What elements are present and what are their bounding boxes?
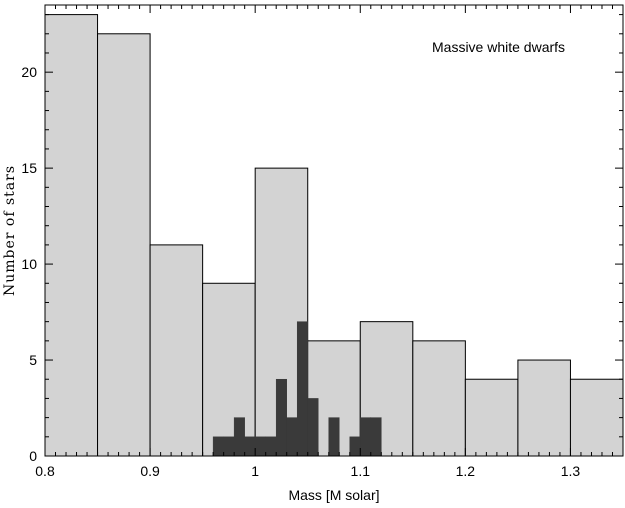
- plot-frame: [44, 4, 624, 457]
- dark-bar-7: [286, 417, 298, 457]
- y-tick-label-0: 0: [29, 448, 37, 464]
- chart-annotation: Massive white dwarfs: [432, 39, 565, 55]
- y-tick-label-2: 10: [21, 256, 37, 272]
- dark-bar-0: [212, 436, 224, 457]
- y-tick-label-4: 20: [21, 64, 37, 80]
- x-tick-labels: 0.8 0.9 1 1.1 1.2 1.3: [35, 463, 580, 479]
- light-bar-2: [149, 244, 204, 457]
- x-tick-label-3: 1.1: [351, 463, 371, 479]
- y-tick-label-3: 15: [21, 160, 37, 176]
- x-axis-label: Mass [M solar]: [288, 487, 379, 503]
- dark-bar-14: [360, 417, 372, 457]
- x-tick-label-2: 1: [251, 463, 259, 479]
- dark-bar-11: [328, 417, 340, 457]
- light-bar-7: [412, 340, 466, 457]
- y-tick-label-1: 5: [29, 352, 37, 368]
- dark-bar-5: [265, 436, 277, 457]
- light-bar-0: [44, 14, 99, 457]
- dark-bar-6: [275, 378, 287, 457]
- light-bar-9: [517, 359, 571, 457]
- dark-bar-15: [370, 417, 382, 457]
- light-bar-10: [569, 378, 624, 457]
- light-histogram-series: [44, 14, 624, 457]
- dark-bar-2: [233, 417, 245, 457]
- light-bar-1: [97, 33, 151, 457]
- y-axis-label: Number of stars: [2, 165, 18, 296]
- y-tick-labels: 0 5 10 15 20: [21, 64, 37, 464]
- dark-bar-13: [349, 436, 361, 457]
- x-tick-label-1: 0.9: [140, 463, 160, 479]
- light-bar-3: [202, 282, 256, 457]
- light-bar-8: [464, 378, 519, 457]
- dark-bar-8: [296, 321, 308, 457]
- dark-bar-1: [223, 436, 235, 457]
- axis-ticks: [44, 5, 624, 457]
- x-tick-label-4: 1.2: [456, 463, 476, 479]
- dark-bar-3: [244, 436, 256, 457]
- x-tick-label-5: 1.3: [561, 463, 581, 479]
- dark-bar-4: [254, 436, 266, 457]
- dark-bar-9: [307, 398, 319, 457]
- x-tick-label-0: 0.8: [35, 463, 55, 479]
